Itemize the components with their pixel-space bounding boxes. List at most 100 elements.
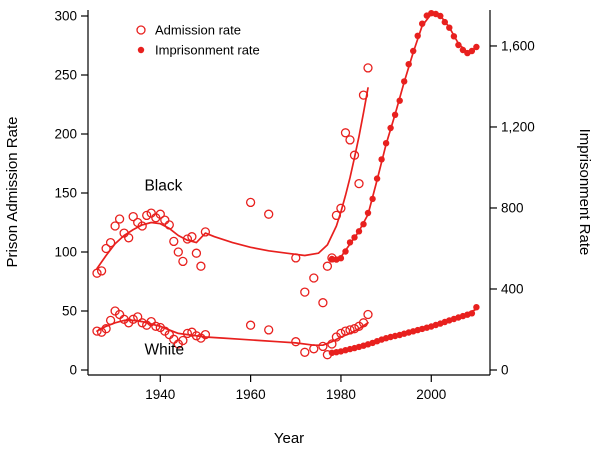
data-point-open	[114, 214, 125, 224]
data-point-filled	[419, 20, 426, 27]
data-point-open	[336, 203, 346, 213]
data-point-open	[318, 298, 328, 308]
legend-marker-filled-circle	[137, 46, 145, 54]
data-point-filled	[468, 310, 476, 317]
data-point-open	[354, 178, 364, 189]
data-point-open	[164, 220, 174, 230]
data-point-open	[160, 215, 170, 225]
data-point-open	[200, 227, 211, 237]
series-line	[331, 13, 478, 260]
data-point-open	[322, 261, 333, 271]
annotation-white: White	[144, 342, 184, 359]
data-point-filled	[468, 47, 476, 55]
data-point-open	[105, 315, 116, 326]
data-point-open	[264, 209, 274, 219]
y-left-tick-label: 0	[69, 363, 77, 378]
series-white-imprisonment-points	[328, 304, 480, 356]
data-point-filled	[459, 46, 467, 54]
data-point-open	[191, 331, 202, 341]
y-right-tick-label: 1,600	[501, 38, 535, 53]
data-point-filled	[473, 43, 480, 51]
data-point-filled	[450, 33, 458, 40]
data-point-filled	[396, 97, 403, 104]
data-point-open	[340, 326, 351, 336]
series-black-admission-smooth	[96, 87, 369, 270]
data-point-open	[196, 261, 206, 271]
data-point-open	[187, 232, 197, 242]
y-right-tick-label: 800	[501, 200, 524, 215]
data-point-filled	[410, 47, 417, 55]
x-tick-label: 1980	[326, 387, 356, 402]
data-point-filled	[342, 248, 349, 255]
data-point-open	[291, 337, 301, 347]
data-point-open	[300, 287, 310, 297]
data-point-open	[155, 209, 165, 219]
data-point-open	[137, 221, 147, 231]
data-point-open	[309, 344, 319, 354]
y-right-tick-label: 400	[501, 281, 524, 296]
data-point-open	[349, 150, 360, 160]
data-point-filled	[351, 234, 358, 241]
data-point-open	[92, 268, 102, 278]
data-point-open	[101, 324, 111, 334]
data-point-filled	[414, 32, 421, 39]
data-point-open	[327, 339, 337, 349]
data-point-open	[92, 326, 102, 336]
data-point-filled	[441, 18, 448, 26]
data-point-open	[363, 309, 373, 320]
data-point-open	[264, 325, 274, 335]
data-point-open	[340, 128, 351, 138]
data-point-filled	[473, 304, 480, 311]
legend-label: Imprisonment rate	[155, 43, 260, 58]
data-point-open	[345, 325, 355, 335]
data-point-open	[178, 335, 188, 346]
data-point-filled	[369, 195, 376, 203]
data-point-filled	[355, 228, 363, 235]
data-point-open	[245, 197, 256, 208]
series-black-imprisonment-points	[328, 10, 480, 263]
series-line	[96, 319, 369, 347]
data-point-open	[101, 243, 111, 254]
data-point-filled	[446, 24, 453, 31]
y-left-tick-label: 200	[54, 127, 77, 142]
y-axis-left-title: Prison Admission Rate	[4, 117, 21, 268]
y-left-tick-label: 50	[62, 304, 77, 319]
y-left-tick-label: 300	[54, 9, 77, 24]
series-black-imprisonment-smooth	[331, 13, 478, 260]
data-point-filled	[401, 78, 408, 85]
data-point-open	[345, 135, 355, 145]
data-point-open	[133, 312, 143, 322]
data-point-open	[358, 318, 369, 328]
data-point-open	[182, 328, 193, 339]
data-point-filled	[360, 221, 367, 228]
data-point-open	[349, 324, 360, 334]
data-point-filled	[373, 175, 381, 182]
data-point-open	[146, 316, 156, 327]
data-point-filled	[382, 140, 390, 147]
legend-marker-open-circle	[136, 25, 146, 35]
data-point-open	[151, 321, 161, 331]
data-point-open	[96, 266, 107, 276]
y-left-tick-label: 150	[54, 186, 77, 201]
y-left-tick-label: 250	[54, 68, 77, 83]
data-point-filled	[391, 111, 399, 119]
data-point-open	[119, 228, 129, 238]
data-point-open	[300, 347, 310, 357]
data-point-open	[200, 329, 211, 340]
data-point-open	[173, 247, 183, 257]
data-point-filled	[364, 209, 372, 217]
data-point-open	[124, 233, 134, 243]
data-point-open	[291, 253, 301, 263]
data-point-open	[363, 63, 373, 73]
axes: 0 50 100 150 200 250 300 0 400 800 1,200 1,600 1940 1…	[54, 9, 534, 403]
data-point-open	[178, 256, 188, 267]
data-point-open	[146, 208, 156, 218]
x-tick-label: 2000	[416, 387, 446, 402]
data-point-filled	[346, 239, 354, 246]
data-point-filled	[437, 12, 444, 20]
data-point-open	[318, 341, 328, 352]
data-point-open	[137, 318, 147, 328]
y-left-tick-label: 100	[54, 245, 77, 260]
y-right-tick-label: 0	[501, 363, 509, 378]
